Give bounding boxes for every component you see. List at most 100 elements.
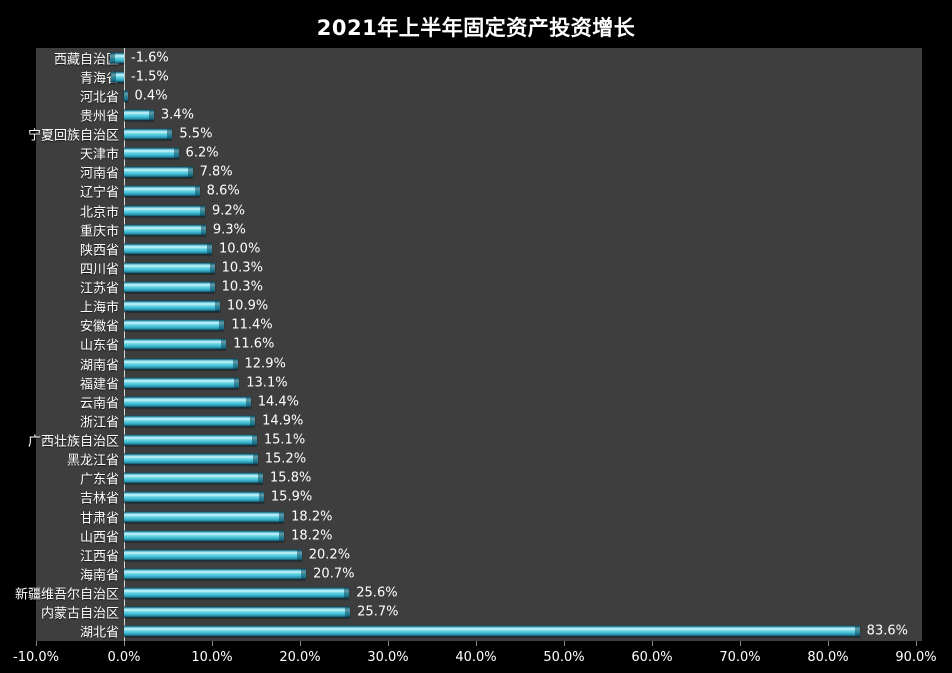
axis-tick [827, 641, 829, 646]
bar [109, 52, 124, 64]
bar [124, 415, 256, 427]
bar [124, 224, 206, 236]
value-label: 9.2% [211, 203, 245, 219]
bar-row: 海南省 20.7% [36, 564, 922, 583]
plot-area: 西藏自治区 -1.6% 青海省 -1.5% 河北省 0.4% 贵州省 3.4% 宁夏回族自治区 5… [15, 48, 922, 646]
category-label: 河北省 [79, 90, 119, 106]
value-label: 0.4% [134, 88, 168, 104]
value-label: 25.6% [356, 585, 398, 601]
bar-row: 四川省 10.3% [36, 258, 922, 277]
bar-row: 吉林省 15.9% [36, 488, 922, 507]
value-label: 18.2% [291, 528, 333, 544]
value-label: 6.2% [185, 145, 219, 161]
value-label: 83.6% [866, 623, 908, 639]
bar [124, 472, 264, 484]
axis-tick [35, 641, 37, 646]
bar-row: 湖南省 12.9% [36, 354, 922, 373]
bar-row: 天津市 6.2% [36, 144, 922, 163]
x-axis-tick-label: 10.0% [191, 650, 233, 665]
bar-row: 广东省 15.8% [36, 469, 922, 488]
category-label: 甘肃省 [79, 511, 119, 527]
x-axis-tick-label: 40.0% [455, 650, 497, 665]
category-label: 云南省 [79, 396, 119, 412]
bar [124, 434, 257, 446]
bar [110, 71, 124, 83]
bar [124, 300, 220, 312]
value-label: 14.4% [257, 394, 300, 410]
bar-row: 湖北省 83.6% [36, 622, 922, 641]
value-label: 7.8% [199, 164, 233, 180]
bar-row: 山西省 18.2% [36, 526, 922, 545]
bar [124, 377, 240, 389]
category-label: 湖南省 [79, 358, 119, 374]
bar-row: 宁夏回族自治区 5.5% [28, 125, 922, 144]
bar-row: 上海市 10.9% [36, 297, 922, 316]
value-label: 5.5% [179, 126, 213, 142]
bar [124, 147, 179, 159]
category-label: 河南省 [79, 166, 119, 182]
category-label: 天津市 [79, 147, 119, 163]
x-axis-tick-label: 90.0% [895, 650, 937, 665]
value-label: 20.2% [308, 547, 351, 563]
bar-row: 江西省 20.2% [36, 545, 922, 564]
bar-row: 辽宁省 8.6% [36, 182, 922, 201]
axis-tick [563, 641, 565, 646]
category-label: 安徽省 [79, 319, 119, 335]
x-axis-tick-label: 70.0% [719, 650, 761, 665]
bar [124, 358, 238, 370]
bar-row: 河北省 0.4% [36, 86, 922, 105]
category-label: 福建省 [79, 377, 119, 393]
bar [124, 511, 285, 523]
category-label: 贵州省 [79, 109, 119, 125]
axis-tick [299, 641, 301, 646]
bar-row: 西藏自治区 -1.6% [36, 48, 922, 67]
bar-row: 浙江省 14.9% [36, 411, 922, 430]
bar [124, 491, 264, 503]
bar [124, 128, 173, 140]
value-label: 8.6% [206, 183, 240, 199]
category-label: 海南省 [79, 568, 119, 584]
value-label: -1.6% [131, 50, 169, 66]
value-label: 15.2% [264, 451, 307, 467]
bars-container: 西藏自治区 -1.6% 青海省 -1.5% 河北省 0.4% 贵州省 3.4% 宁夏回族自治区 5… [15, 48, 922, 641]
x-axis-tick-label: 80.0% [807, 650, 849, 665]
category-label: 广西壮族自治区 [27, 434, 119, 450]
value-label: 10.3% [221, 279, 263, 295]
bar [124, 549, 302, 561]
bar-row: 贵州省 3.4% [36, 105, 922, 124]
bar-row: 甘肃省 18.2% [36, 507, 922, 526]
bar-row: 云南省 14.4% [36, 392, 922, 411]
value-label: 10.0% [219, 241, 261, 257]
bar [124, 587, 350, 599]
category-label: 北京市 [79, 205, 119, 221]
category-label: 宁夏回族自治区 [27, 128, 119, 144]
value-label: 3.4% [160, 107, 194, 123]
value-label: 25.7% [357, 604, 399, 620]
bar [124, 262, 215, 274]
category-label: 湖北省 [79, 625, 119, 641]
value-label: 15.9% [270, 489, 313, 505]
axis-tick [651, 641, 653, 646]
value-label: 10.3% [221, 260, 263, 276]
category-label: 江西省 [79, 549, 119, 565]
x-axis-tick-label: 0.0% [107, 650, 141, 665]
bar [124, 205, 205, 217]
bar-row: 黑龙江省 15.2% [36, 450, 922, 469]
bar-row: 安徽省 11.4% [36, 316, 922, 335]
bar-row: 重庆市 9.3% [36, 220, 922, 239]
bar [124, 185, 200, 197]
value-label: -1.5% [131, 69, 169, 85]
category-label: 内蒙古自治区 [40, 606, 119, 622]
axis-tick [475, 641, 477, 646]
value-label: 13.1% [246, 375, 288, 391]
category-label: 黑龙江省 [66, 453, 119, 469]
value-label: 9.3% [212, 222, 246, 238]
bar-row: 北京市 9.2% [36, 201, 922, 220]
bar-row: 河南省 7.8% [36, 163, 922, 182]
value-label: 12.9% [244, 356, 286, 372]
value-label: 18.2% [291, 509, 333, 525]
x-axis-tick-label: 20.0% [279, 650, 321, 665]
x-axis-tick-label: -10.0% [13, 650, 59, 665]
bar-row: 内蒙古自治区 25.7% [36, 603, 922, 622]
bar [124, 625, 860, 637]
